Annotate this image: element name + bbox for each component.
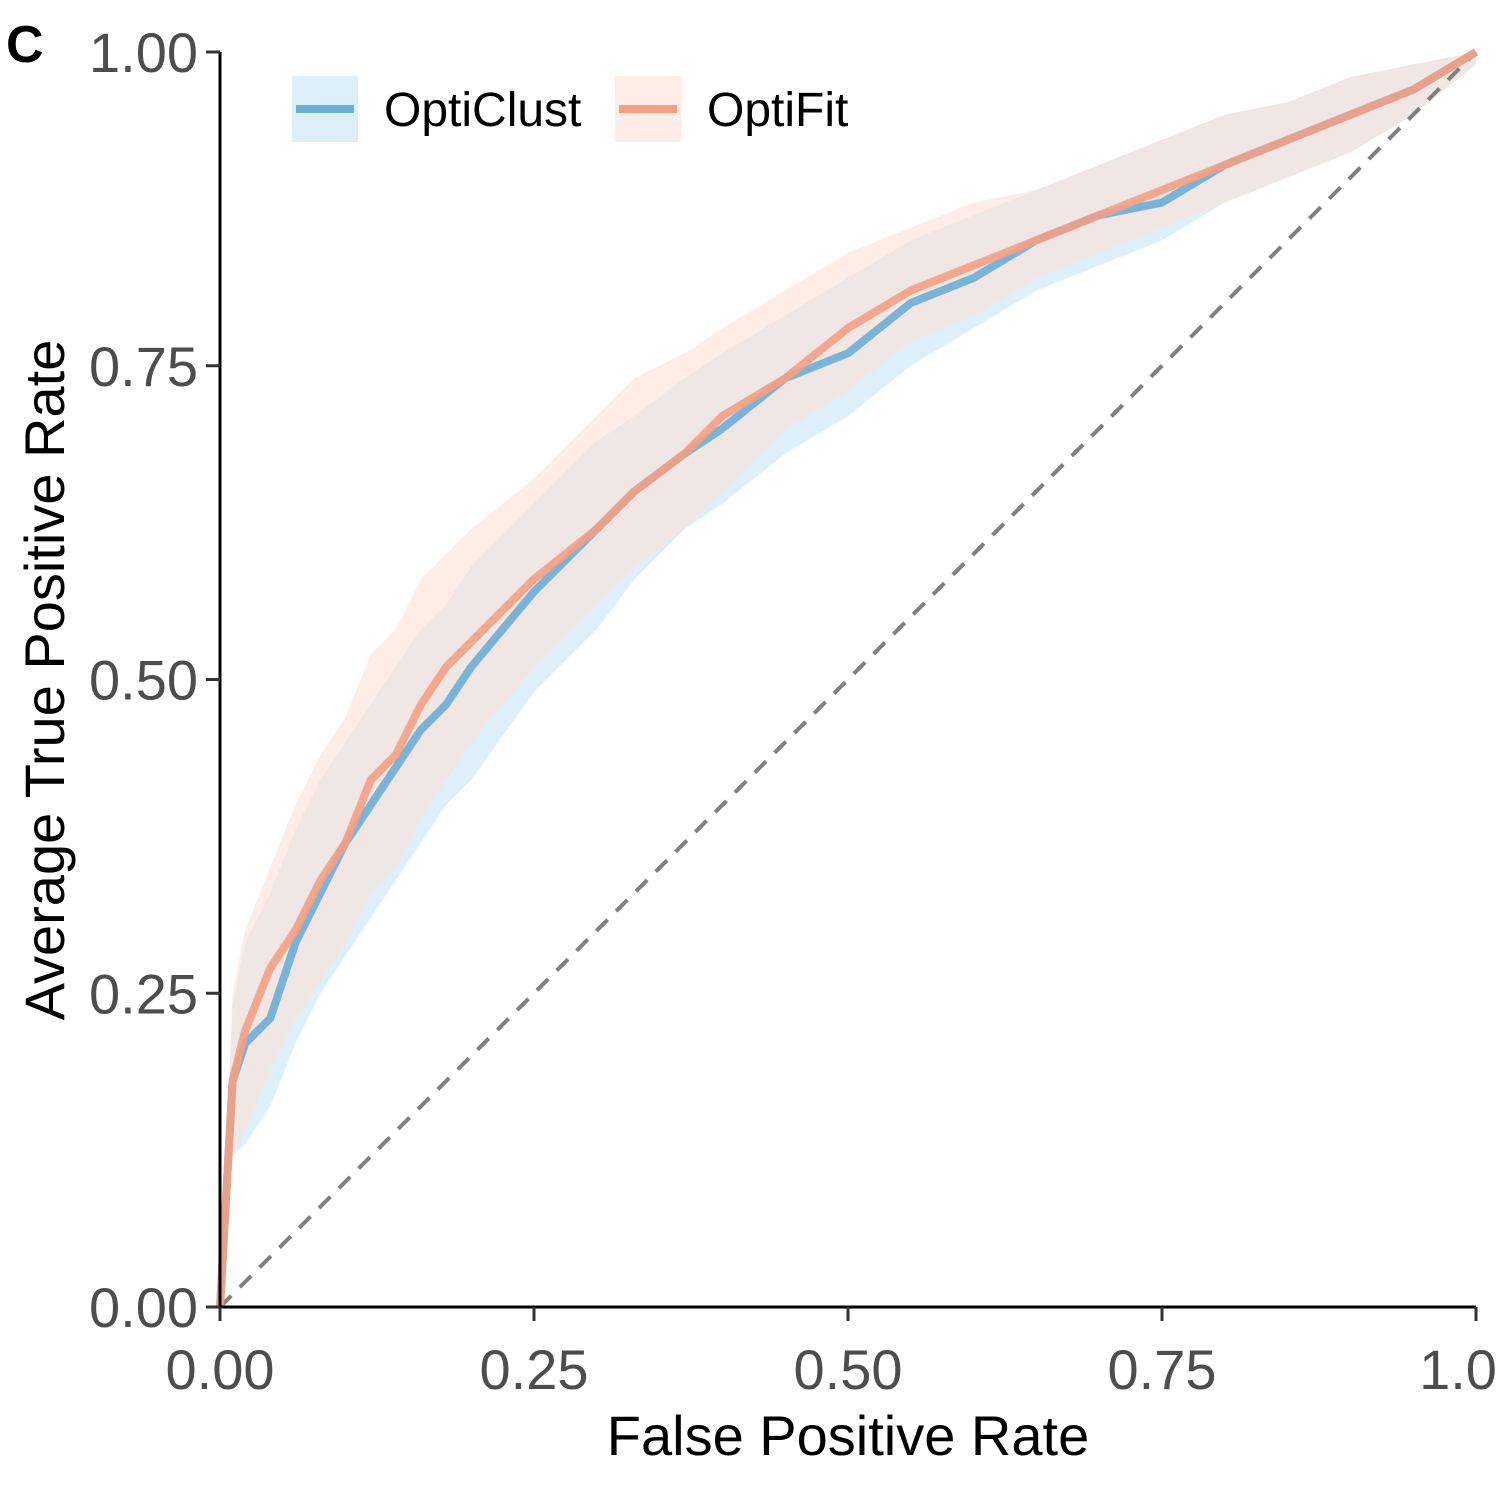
y-tick-label: 0.75	[89, 335, 198, 398]
legend-item-optifit: OptiFit	[615, 76, 848, 142]
y-tick-label: 0.25	[89, 962, 198, 1025]
x-tick-label: 0.00	[166, 1338, 275, 1401]
series-lines	[216, 48, 1479, 1308]
legend-label: OptiFit	[707, 84, 848, 137]
confidence-bands	[220, 52, 1476, 1307]
tick-labels: 0.00 0.25 0.50 0.75 1.00 0.00 0.25 0.50 0.75 1.0	[89, 21, 1497, 1401]
x-tick-label: 0.75	[1108, 1338, 1217, 1401]
band-optifit	[220, 52, 1476, 1307]
axes	[206, 50, 1478, 1321]
x-tick-label: 0.25	[480, 1338, 589, 1401]
line-optifit	[216, 48, 1479, 1308]
legend: OptiClust OptiFit	[292, 76, 848, 142]
y-axis-title: Average True Positive Rate	[13, 340, 76, 1021]
x-tick-label: 1.0	[1419, 1338, 1497, 1401]
y-tick-label: 0.00	[89, 1276, 198, 1339]
legend-label: OptiClust	[384, 84, 581, 137]
y-tick-label: 0.50	[89, 649, 198, 712]
legend-item-opticlust: OptiClust	[292, 76, 581, 142]
x-tick-label: 0.50	[794, 1338, 903, 1401]
reference-diagonal	[218, 50, 1478, 1309]
y-tick-label: 1.00	[89, 21, 198, 84]
reference-line	[218, 50, 1478, 1309]
x-axis-title: False Positive Rate	[607, 1404, 1089, 1467]
panel-label: C	[6, 16, 44, 74]
